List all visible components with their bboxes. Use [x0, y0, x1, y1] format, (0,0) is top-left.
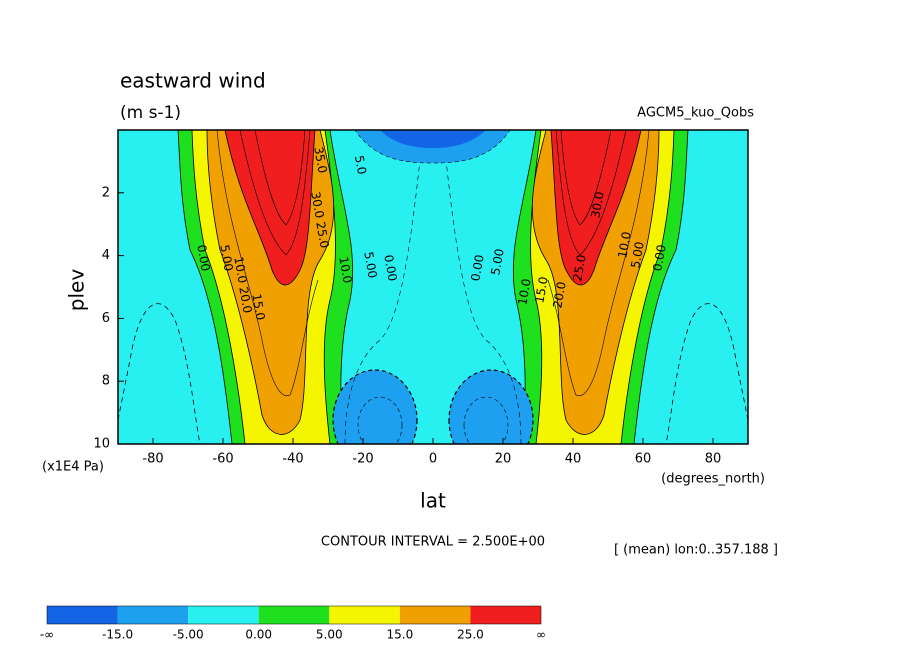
contour-label: 5.00: [361, 251, 379, 280]
x-tick-label: -40: [282, 452, 303, 467]
x-tick-label: -20: [352, 452, 373, 467]
contour-label: 20.0: [550, 281, 568, 310]
contour-label: 0.00: [468, 254, 486, 283]
contour-label: 10.0: [231, 256, 249, 285]
x-axis-label: lat: [420, 489, 446, 513]
y-tick-label: 10: [93, 437, 110, 452]
colorbar-swatch: [117, 606, 189, 624]
contour-label: 20.0: [236, 286, 254, 315]
colorbar-swatch: [470, 606, 541, 624]
hemisphere: [118, 130, 421, 444]
contour-label: 0.00: [381, 254, 399, 283]
contour-label: 10.0: [515, 278, 533, 307]
colorbar-swatch: [399, 606, 471, 624]
chart-title: eastward wind: [120, 69, 266, 93]
x-tick-label: 80: [705, 452, 722, 467]
chart-subtitle: (m s-1): [120, 103, 181, 123]
contour-label: 5.00: [488, 248, 506, 277]
contour-label: 5.00: [628, 241, 646, 270]
dataset-label: AGCM5_kuo_Qobs: [637, 106, 754, 121]
x-units: (degrees_north): [661, 472, 765, 487]
contour-label: 25.0: [570, 254, 588, 283]
region-label: [ (mean) lon:0..357.188 ]: [614, 543, 778, 558]
x-tick-label: 20: [495, 452, 512, 467]
y-axis-label: plev: [65, 269, 89, 312]
colorbar-label: -5.00: [173, 628, 204, 642]
x-tick-label: -60: [212, 452, 233, 467]
colorbar-swatch: [329, 606, 400, 624]
colorbar-label: ∞: [536, 628, 546, 642]
colorbar-label: 5.00: [316, 628, 343, 642]
colorbar-label: 25.0: [457, 628, 484, 642]
colorbar-swatch: [47, 606, 118, 624]
colorbar-swatch: [188, 606, 259, 624]
y-tick-label: 4: [102, 248, 110, 263]
colorbar-frame: [46, 605, 542, 625]
contour-field: [118, 130, 748, 444]
colorbar-label: 15.0: [386, 628, 413, 642]
contour-label: 30.0: [588, 191, 606, 220]
x-tick-label: 40: [565, 452, 582, 467]
contour-label: 15.0: [249, 293, 267, 322]
surface-easterlies-core: [380, 130, 486, 148]
colorbar-swatch: [258, 606, 330, 624]
contour-label: 10.0: [615, 231, 633, 260]
contour-label: 15.0: [532, 276, 550, 305]
y-units: (x1E4 Pa): [42, 460, 104, 475]
contour-label: 0.00: [650, 244, 668, 273]
colorbar-label: 0.00: [245, 628, 272, 642]
contour-label: 5.0: [352, 154, 369, 175]
contour-label: 25.0: [313, 221, 331, 250]
y-tick-label: 6: [102, 311, 110, 326]
contour-interval: CONTOUR INTERVAL = 2.500E+00: [321, 535, 545, 550]
x-tick-label: -80: [142, 452, 163, 467]
contour-label: 0.00: [194, 244, 212, 273]
colorbar-label: -∞: [40, 628, 54, 642]
y-tick-label: 8: [102, 374, 110, 389]
contour-label: 30.0: [308, 191, 326, 220]
contour-label: 35.0: [311, 146, 329, 175]
x-tick-label: 0: [429, 452, 437, 467]
x-tick-label: 60: [635, 452, 652, 467]
y-tick-label: 2: [102, 185, 110, 200]
colorbar-label: -15.0: [102, 628, 133, 642]
contour-label: 10.0: [336, 256, 354, 285]
contour-label: 5.00: [217, 244, 235, 273]
